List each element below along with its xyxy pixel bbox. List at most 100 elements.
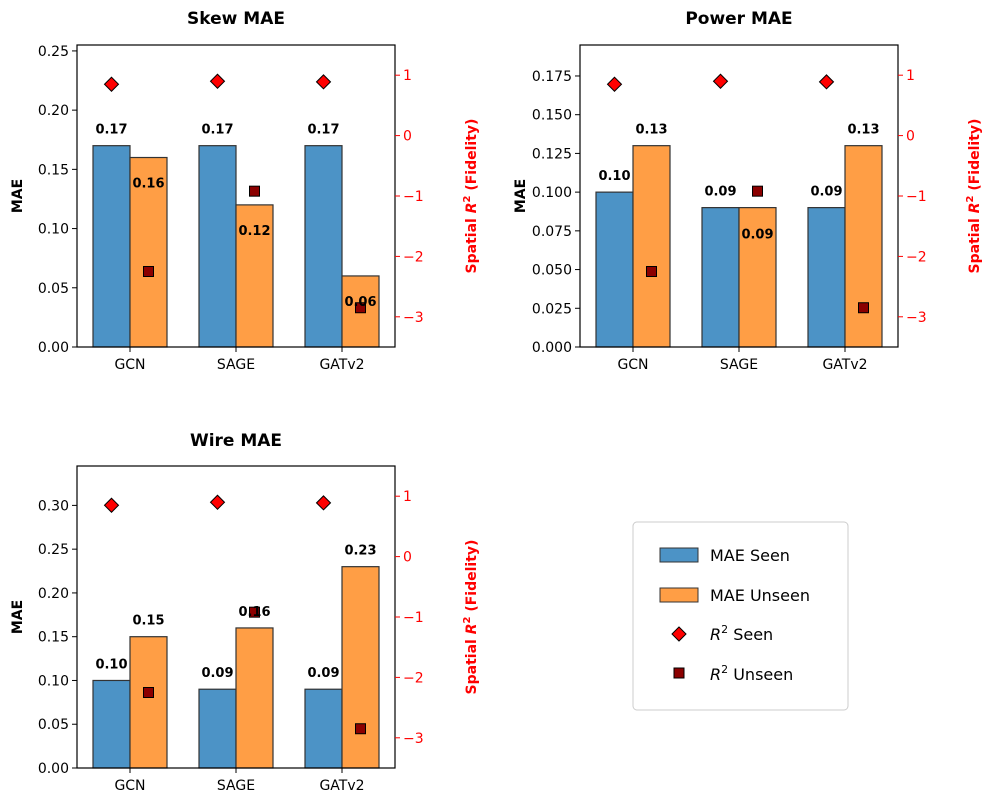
bar-mae-unseen — [738, 207, 777, 348]
marker-r2-seen — [209, 494, 226, 510]
marker-r2-seen — [315, 495, 332, 511]
marker-r2-seen — [315, 74, 332, 90]
legend-r2-seen-text: Seen — [728, 625, 773, 644]
y-axis-label: MAE — [10, 600, 26, 634]
data-label: 0.17 — [95, 123, 127, 138]
marker-r2-unseen — [355, 723, 366, 735]
legend-marker-r2-seen — [671, 626, 687, 642]
legend-label-mae-seen: MAE Seen — [710, 546, 790, 565]
marker-r2-unseen — [249, 185, 260, 197]
marker-r2-seen — [103, 76, 120, 92]
chart-panel: 0.10 0.09 0.09 0.15 0.16 0.23 0.00 0.05 0.10 0.15… — [10, 431, 480, 794]
legend: MAE Seen MAE Unseen R2 Seen R2 Unseen — [632, 521, 849, 711]
y-tick-label: 0.15 — [38, 630, 69, 646]
y2-label-suffix: (Fidelity) — [464, 540, 480, 617]
y-tick-label: 0.075 — [532, 224, 572, 240]
y2-label-var: R — [967, 202, 983, 213]
y2-label-prefix: Spatial — [967, 213, 983, 273]
x-tick-label: GATv2 — [822, 357, 867, 373]
y2-tick-label: 1 — [403, 489, 412, 505]
data-label: 0.09 — [741, 228, 773, 243]
y-tick-label: 0.20 — [38, 103, 69, 119]
y-tick-label: 0.10 — [38, 222, 69, 238]
bar-mae-seen — [92, 679, 131, 769]
y2-axis-label: Spatial R2 (Fidelity) — [462, 119, 480, 274]
y-tick-label: 0.150 — [532, 108, 572, 124]
chart-panels: 0.17 0.17 0.17 0.16 0.12 0.06 0.00 0.05 0.10 0.15… — [10, 9, 983, 794]
y2-tick-label: 0 — [906, 129, 915, 145]
legend-label-r2-seen: R2 Seen — [710, 623, 773, 644]
data-label: 0.17 — [307, 123, 339, 138]
y-tick-label: 0.10 — [38, 673, 69, 689]
y2-tick-label: −1 — [403, 610, 424, 626]
y2-tick-label: 1 — [906, 68, 915, 84]
y-tick-label: 0.175 — [532, 69, 572, 85]
bar-mae-unseen — [235, 627, 274, 769]
y2-axis-label: Spatial R2 (Fidelity) — [462, 540, 480, 695]
y-tick-label: 0.20 — [38, 586, 69, 602]
y-tick-label: 0.00 — [38, 761, 69, 777]
marker-r2-unseen — [646, 266, 657, 277]
y2-label-prefix: Spatial — [464, 634, 480, 694]
y2-axis-label: Spatial R2 (Fidelity) — [965, 119, 983, 274]
y-tick-label: 0.000 — [532, 340, 572, 356]
data-label: 0.09 — [810, 185, 842, 200]
data-label: 0.09 — [704, 185, 736, 200]
y2-tick-label: −3 — [403, 310, 424, 326]
y-tick-label: 0.30 — [38, 498, 69, 514]
legend-label-r2-unseen: R2 Unseen — [710, 663, 793, 684]
x-tick-label: GCN — [114, 778, 145, 794]
y-tick-label: 0.050 — [532, 263, 572, 279]
data-label: 0.10 — [95, 657, 127, 672]
bar-mae-seen — [701, 207, 740, 348]
y2-tick-label: −2 — [403, 670, 424, 686]
bar-mae-seen — [595, 191, 634, 348]
chart-panel: 0.10 0.09 0.09 0.13 0.09 0.13 0.000 0.025 0.050 0… — [513, 9, 983, 373]
marker-r2-unseen — [249, 606, 260, 618]
y2-tick-label: 0 — [403, 129, 412, 145]
x-tick-label: SAGE — [217, 778, 255, 794]
legend-marker-r2-unseen — [673, 667, 685, 679]
legend-r2-unseen-text: Unseen — [728, 665, 793, 684]
x-tick-label: GATv2 — [319, 357, 364, 373]
bar-mae-seen — [807, 207, 846, 348]
bar-mae-unseen — [632, 145, 671, 348]
y-tick-label: 0.05 — [38, 717, 69, 733]
data-label: 0.13 — [847, 123, 879, 138]
y2-label-suffix: (Fidelity) — [967, 119, 983, 196]
y-tick-label: 0.15 — [38, 162, 69, 178]
y-tick-label: 0.05 — [38, 281, 69, 297]
y2-tick-label: −3 — [403, 731, 424, 747]
bar-mae-seen — [304, 688, 343, 769]
chart-panel: 0.17 0.17 0.17 0.16 0.12 0.06 0.00 0.05 0.10 0.15… — [10, 9, 480, 373]
marker-r2-unseen — [143, 266, 154, 277]
legend-frame — [632, 521, 849, 711]
chart-title: Wire MAE — [190, 431, 282, 451]
data-label: 0.10 — [598, 169, 630, 184]
marker-r2-unseen — [355, 302, 366, 314]
bar-mae-seen — [92, 145, 131, 348]
marker-r2-seen — [103, 497, 120, 513]
y2-tick-label: −2 — [403, 249, 424, 265]
x-tick-label: SAGE — [720, 357, 758, 373]
marker-r2-unseen — [858, 302, 869, 314]
data-label: 0.23 — [344, 544, 376, 559]
bar-mae-seen — [304, 145, 343, 348]
bar-mae-unseen — [129, 156, 168, 348]
legend-r2-seen-sup: 2 — [721, 623, 728, 636]
x-tick-label: GATv2 — [319, 778, 364, 794]
x-tick-label: GCN — [617, 357, 648, 373]
bar-mae-seen — [198, 145, 237, 348]
marker-r2-unseen — [752, 185, 763, 197]
chart-title: Power MAE — [685, 9, 792, 29]
legend-swatch-mae-unseen — [659, 587, 699, 603]
y2-tick-label: −1 — [403, 189, 424, 205]
y2-label-sup: 2 — [462, 616, 473, 623]
y2-label-prefix: Spatial — [464, 213, 480, 273]
y2-label-sup: 2 — [965, 195, 976, 202]
data-label: 0.06 — [344, 295, 376, 310]
y2-tick-label: 0 — [403, 550, 412, 566]
bar-mae-unseen — [341, 566, 380, 769]
data-label: 0.16 — [238, 605, 270, 620]
